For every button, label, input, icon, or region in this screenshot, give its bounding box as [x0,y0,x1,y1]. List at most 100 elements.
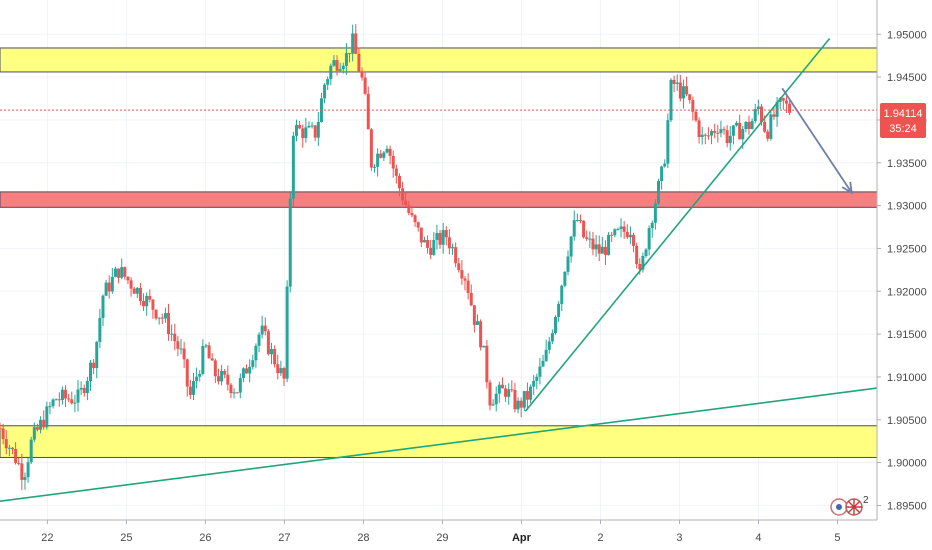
rising-trendline-long[interactable] [0,387,878,502]
candle-body-73 [226,374,230,385]
candle-body-130 [404,200,408,206]
candle-body-77 [238,378,242,393]
candle-body-156 [485,345,489,383]
candle-body-95 [294,125,298,136]
time-tick-label-3: 27 [278,532,290,544]
candle-body-244 [759,106,763,122]
candle-body-243 [756,106,760,110]
candle-body-239 [744,121,748,130]
time-axis[interactable]: 22 25 26 27 28 29 Apr 2 3 4 5 [41,520,841,544]
candle-body-137 [426,239,430,248]
candle-body-217 [675,82,679,84]
candle-body-5 [14,449,18,463]
candle-body-64 [198,373,202,377]
candle-body-231 [719,129,723,134]
projection-arrow-line[interactable] [781,87,853,194]
candle-body-8 [23,477,27,480]
candle-body-181 [563,271,567,286]
candle-body-2 [4,439,8,449]
candle-body-36 [110,276,114,292]
candle-body-27 [82,387,86,394]
candle-body-35 [107,282,111,292]
candle-body-197 [613,229,617,236]
candle-body-91 [282,368,286,379]
candle-body-99 [307,125,311,128]
candle-body-104 [323,84,327,99]
candle-body-51 [157,317,161,319]
candle-body-106 [329,65,333,80]
candle-body-172 [535,376,539,381]
candle-body-101 [313,125,317,138]
flag-count-label: 2 [863,495,869,506]
candle-body-49 [151,299,155,310]
candle-body-92 [285,286,289,379]
candle-body-147 [457,263,461,271]
candle-body-152 [472,305,476,325]
candle-body-129 [401,188,405,201]
candle-body-160 [497,384,501,394]
price-tick-label-5: 1.92500 [887,243,927,255]
price-tick-label-11: 1.89500 [887,500,927,512]
candle-body-196 [610,234,614,236]
candle-body-17 [51,399,55,407]
candle-body-12 [35,427,39,430]
candle-body-209 [650,222,654,229]
candle-body-150 [466,280,470,293]
candle-body-235 [731,125,735,136]
price-tick-label-6: 1.92000 [887,286,927,298]
candle-body-210 [653,203,657,223]
projection-arrow-head-icon [841,181,853,195]
time-tick-label-10: 5 [834,532,840,544]
candle-body-146 [454,247,458,264]
candle-body-154 [479,321,483,348]
candle-body-208 [647,228,651,250]
candle-body-218 [678,82,682,99]
candle-body-76 [235,392,239,394]
candle-body-219 [681,86,685,99]
candle-body-110 [341,65,345,70]
candle-body-179 [557,303,561,317]
candle-countdown-label: 35:24 [889,123,917,135]
candle-body-234 [728,135,732,144]
candle-body-224 [697,120,701,137]
price-tick-label-8: 1.91000 [887,372,927,384]
candle-body-220 [685,86,689,95]
candle-body-58 [179,348,183,350]
time-tick-label-4: 28 [357,532,369,544]
candle-body-112 [348,53,352,55]
candle-body-78 [241,368,245,379]
currency-pair-flags-icon[interactable]: 2 [830,495,869,516]
candle-body-139 [432,239,436,255]
time-tick-label-6: Apr [512,532,532,544]
time-tick-label-0: 22 [41,532,53,544]
candle-body-144 [447,237,451,249]
price-tick-label-1: 1.94500 [887,72,927,84]
candle-body-3 [7,447,11,449]
candle-body-116 [360,71,364,78]
candle-body-16 [48,406,52,408]
candle-body-241 [750,121,754,130]
candle-body-164 [510,389,514,391]
candle-body-31 [95,341,99,369]
candle-body-114 [354,33,358,54]
candle-body-173 [538,366,542,377]
candle-body-204 [635,245,639,264]
candle-body-227 [706,135,710,137]
candle-body-111 [344,53,348,66]
candle-body-57 [176,341,180,349]
candle-body-149 [463,278,467,281]
rising-trendline-short[interactable] [524,38,831,412]
candle-body-11 [32,427,36,440]
candle-body-167 [519,400,523,408]
time-tick-label-5: 29 [436,532,448,544]
candle-body-65 [201,346,205,374]
candle-body-135 [419,227,423,243]
candle-body-7 [20,463,24,480]
candle-body-195 [607,234,611,255]
candle-body-44 [135,287,139,294]
candle-body-248 [772,114,776,117]
price-tick-label-10: 1.90000 [887,458,927,470]
candle-body-19 [57,399,61,401]
candle-body-203 [632,234,636,246]
